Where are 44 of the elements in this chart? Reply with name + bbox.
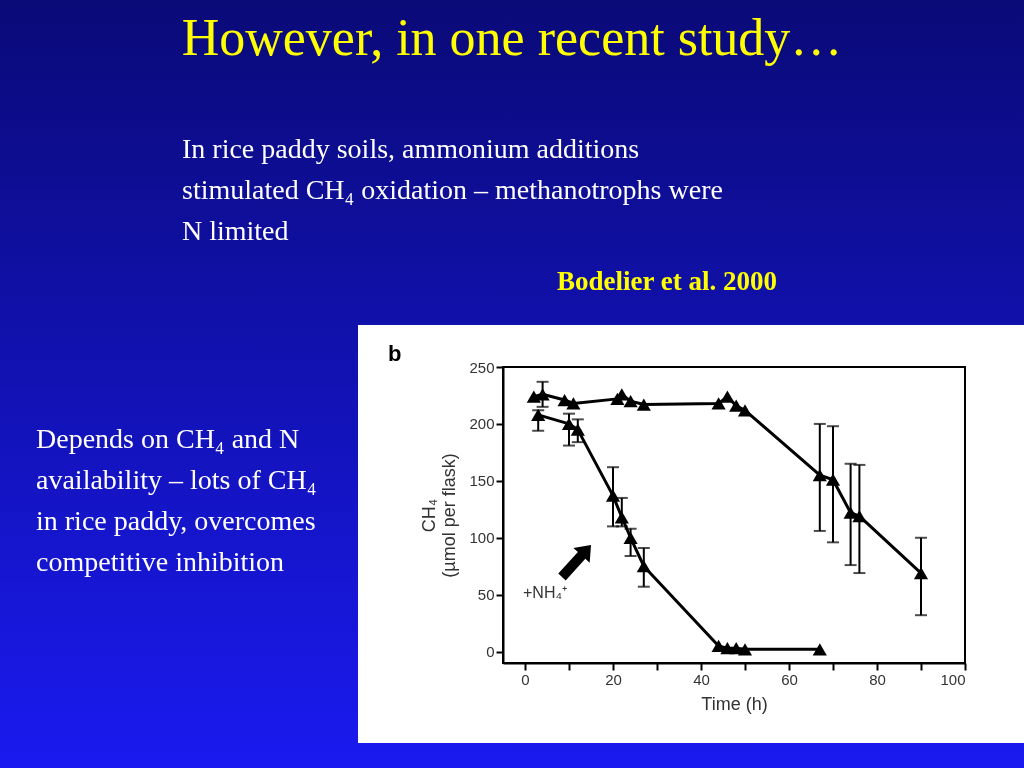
chart-subtitle: In rice paddy soils, ammonium additions stimulated CH₄ oxidation – methanotrophs were N limited [182, 132, 724, 248]
point [561, 417, 577, 431]
y-tick-label: 50 [477, 586, 495, 604]
point [737, 643, 753, 656]
point [720, 390, 735, 403]
point [623, 531, 638, 544]
x-axis-title: Time (h) [701, 693, 768, 714]
x-tick-label: 100 [940, 670, 966, 688]
y-tick-label: 150 [469, 472, 495, 490]
point [812, 469, 827, 482]
point [729, 399, 744, 412]
point [711, 639, 726, 653]
point [711, 397, 726, 410]
point [535, 388, 550, 401]
point [566, 397, 581, 410]
x-tick-label: 0 [521, 670, 530, 688]
point [812, 643, 827, 656]
point [843, 506, 858, 519]
point [614, 511, 629, 524]
text: Depends on CH₄ and N availability – lots of CH₄ in rice paddy, overcomes competitive inhibition [36, 422, 318, 579]
text: Bodelier et al. 2000 [557, 266, 777, 297]
text: b [388, 341, 402, 367]
y-tick-label: 200 [469, 415, 495, 433]
x-tick-label: 80 [869, 670, 886, 688]
y-axis-title: CH₄ (µmol per flask) [419, 453, 460, 578]
point [852, 510, 867, 523]
point [526, 390, 541, 403]
y-tick-label: 0 [486, 643, 495, 661]
annotation: +NH₄⁺ [523, 583, 567, 603]
x-tick-label: 40 [693, 670, 710, 688]
point [557, 393, 572, 407]
chart-title: However, in one recent study… [180, 8, 844, 67]
point [636, 398, 651, 411]
point [636, 560, 651, 573]
point [737, 404, 753, 417]
y-tick-label: 100 [469, 529, 495, 547]
point [531, 408, 546, 421]
point [623, 395, 638, 408]
x-tick-label: 20 [605, 670, 622, 688]
point [570, 423, 585, 436]
point [825, 473, 841, 486]
x-tick-label: 60 [781, 670, 798, 688]
y-tick-label: 250 [469, 358, 495, 376]
point [605, 489, 621, 502]
